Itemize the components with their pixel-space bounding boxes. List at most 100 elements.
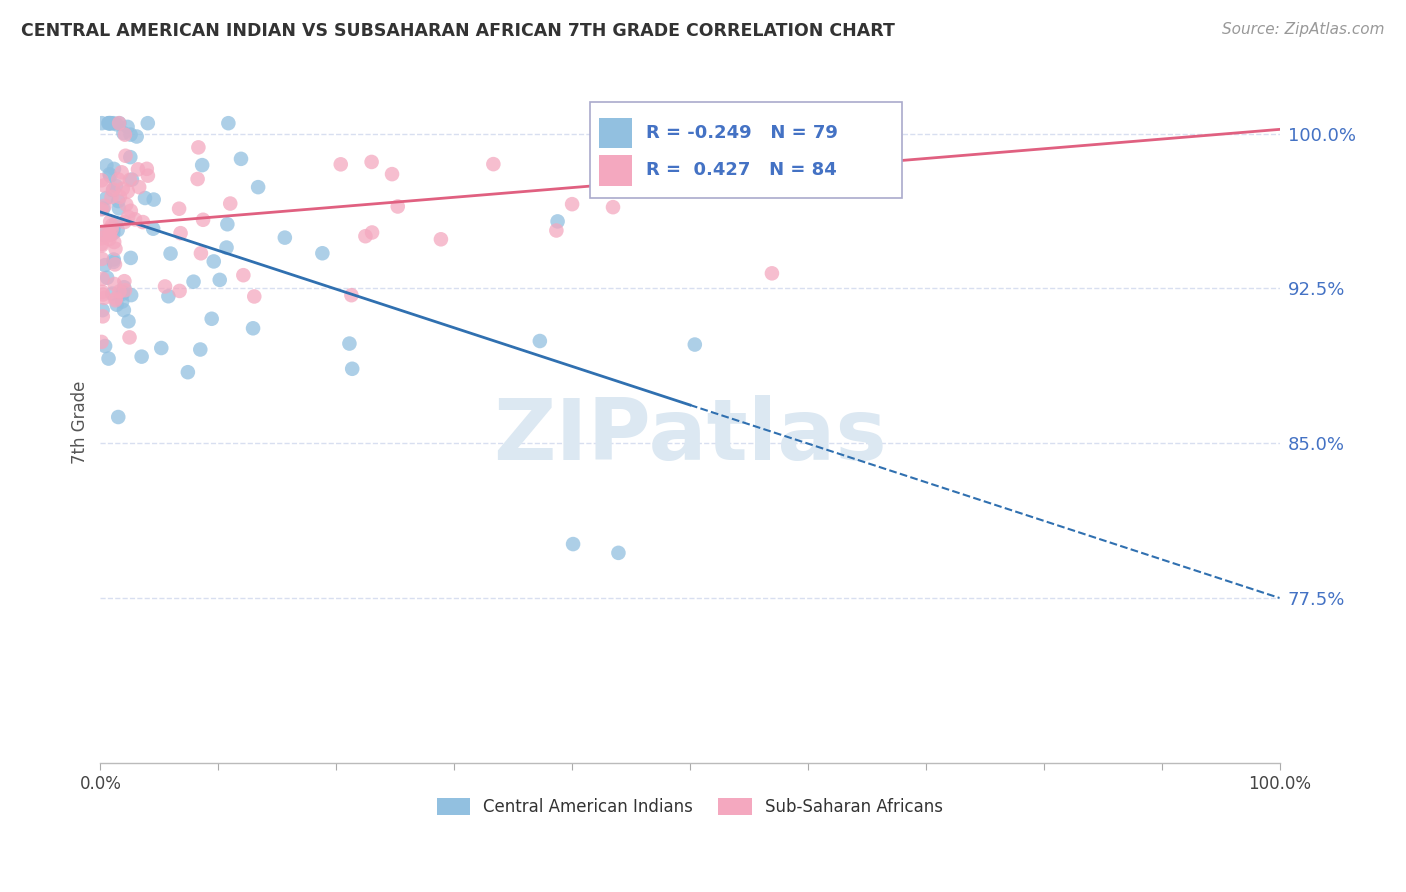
Sub-Saharan Africans <box>90 173 112 187</box>
Sub-Saharan Africans <box>124 212 146 227</box>
Sub-Saharan Africans <box>114 283 136 297</box>
Central American Indians <box>120 288 142 302</box>
Central American Indians <box>274 230 297 244</box>
Central American Indians <box>117 120 139 134</box>
Text: Source: ZipAtlas.com: Source: ZipAtlas.com <box>1222 22 1385 37</box>
Central American Indians <box>96 270 118 285</box>
Sub-Saharan Africans <box>91 285 114 299</box>
Sub-Saharan Africans <box>103 235 125 249</box>
Sub-Saharan Africans <box>103 182 125 196</box>
FancyBboxPatch shape <box>599 155 633 186</box>
Central American Indians <box>103 116 125 130</box>
Central American Indians <box>103 226 125 240</box>
Central American Indians <box>93 227 115 242</box>
Central American Indians <box>104 216 127 230</box>
Central American Indians <box>107 410 129 425</box>
Sub-Saharan Africans <box>91 225 114 239</box>
Sub-Saharan Africans <box>679 127 702 141</box>
Central American Indians <box>105 117 128 131</box>
Sub-Saharan Africans <box>128 180 150 194</box>
Sub-Saharan Africans <box>602 200 624 214</box>
Central American Indians <box>215 241 238 255</box>
Text: CENTRAL AMERICAN INDIAN VS SUBSAHARAN AFRICAN 7TH GRADE CORRELATION CHART: CENTRAL AMERICAN INDIAN VS SUBSAHARAN AF… <box>21 22 896 40</box>
Central American Indians <box>188 343 211 357</box>
Sub-Saharan Africans <box>430 232 453 246</box>
Central American Indians <box>108 202 131 216</box>
Central American Indians <box>94 258 117 272</box>
FancyBboxPatch shape <box>589 103 903 198</box>
Central American Indians <box>108 116 131 130</box>
Central American Indians <box>201 311 224 326</box>
Central American Indians <box>177 365 200 379</box>
Central American Indians <box>208 273 231 287</box>
Central American Indians <box>91 202 114 216</box>
Sub-Saharan Africans <box>91 287 114 301</box>
Central American Indians <box>104 178 127 193</box>
Central American Indians <box>112 303 135 318</box>
Sub-Saharan Africans <box>108 285 131 299</box>
Central American Indians <box>107 194 129 208</box>
Central American Indians <box>247 180 270 194</box>
Central American Indians <box>202 254 225 268</box>
Central American Indians <box>103 255 125 269</box>
Central American Indians <box>105 298 128 312</box>
Central American Indians <box>217 217 239 231</box>
Central American Indians <box>98 116 121 130</box>
Sub-Saharan Africans <box>107 172 129 186</box>
Central American Indians <box>97 116 120 130</box>
Sub-Saharan Africans <box>114 215 136 229</box>
Sub-Saharan Africans <box>851 182 873 196</box>
Central American Indians <box>120 128 142 142</box>
Central American Indians <box>121 172 143 186</box>
Central American Indians <box>94 339 117 353</box>
Central American Indians <box>107 223 129 237</box>
Central American Indians <box>150 341 173 355</box>
Central American Indians <box>98 169 121 183</box>
Sub-Saharan Africans <box>98 227 121 242</box>
Sub-Saharan Africans <box>127 162 149 177</box>
Sub-Saharan Africans <box>97 223 120 237</box>
Central American Indians <box>157 289 180 303</box>
Central American Indians <box>683 337 706 351</box>
Sub-Saharan Africans <box>108 116 131 130</box>
Sub-Saharan Africans <box>103 277 125 291</box>
Sub-Saharan Africans <box>132 215 155 229</box>
Central American Indians <box>159 246 181 260</box>
Sub-Saharan Africans <box>90 334 112 349</box>
Sub-Saharan Africans <box>104 242 127 256</box>
Sub-Saharan Africans <box>167 202 190 216</box>
Central American Indians <box>103 252 125 267</box>
Text: R = -0.249   N = 79: R = -0.249 N = 79 <box>647 124 838 142</box>
Central American Indians <box>242 321 264 335</box>
Sub-Saharan Africans <box>546 223 568 237</box>
Sub-Saharan Africans <box>108 190 131 204</box>
Sub-Saharan Africans <box>243 289 266 303</box>
Sub-Saharan Africans <box>232 268 254 283</box>
Text: ZIPatlas: ZIPatlas <box>494 394 887 477</box>
Sub-Saharan Africans <box>93 291 115 305</box>
Sub-Saharan Africans <box>561 197 583 211</box>
Central American Indians <box>100 116 122 130</box>
Central American Indians <box>112 280 135 294</box>
Sub-Saharan Africans <box>169 284 191 298</box>
Text: R =  0.427   N = 84: R = 0.427 N = 84 <box>647 161 837 179</box>
Central American Indians <box>339 336 361 351</box>
Central American Indians <box>340 361 363 376</box>
Central American Indians <box>547 214 569 228</box>
Central American Indians <box>191 158 214 172</box>
Sub-Saharan Africans <box>90 252 112 266</box>
Sub-Saharan Africans <box>104 293 127 308</box>
Central American Indians <box>98 167 121 181</box>
Sub-Saharan Africans <box>169 226 191 240</box>
Sub-Saharan Africans <box>638 145 661 160</box>
Sub-Saharan Africans <box>187 172 209 186</box>
Central American Indians <box>101 286 124 301</box>
Central American Indians <box>229 152 252 166</box>
Sub-Saharan Africans <box>112 274 135 288</box>
Central American Indians <box>125 129 148 144</box>
Sub-Saharan Africans <box>90 202 112 217</box>
Central American Indians <box>562 537 585 551</box>
Sub-Saharan Africans <box>613 149 636 163</box>
Sub-Saharan Africans <box>104 257 127 271</box>
Sub-Saharan Africans <box>135 161 157 176</box>
